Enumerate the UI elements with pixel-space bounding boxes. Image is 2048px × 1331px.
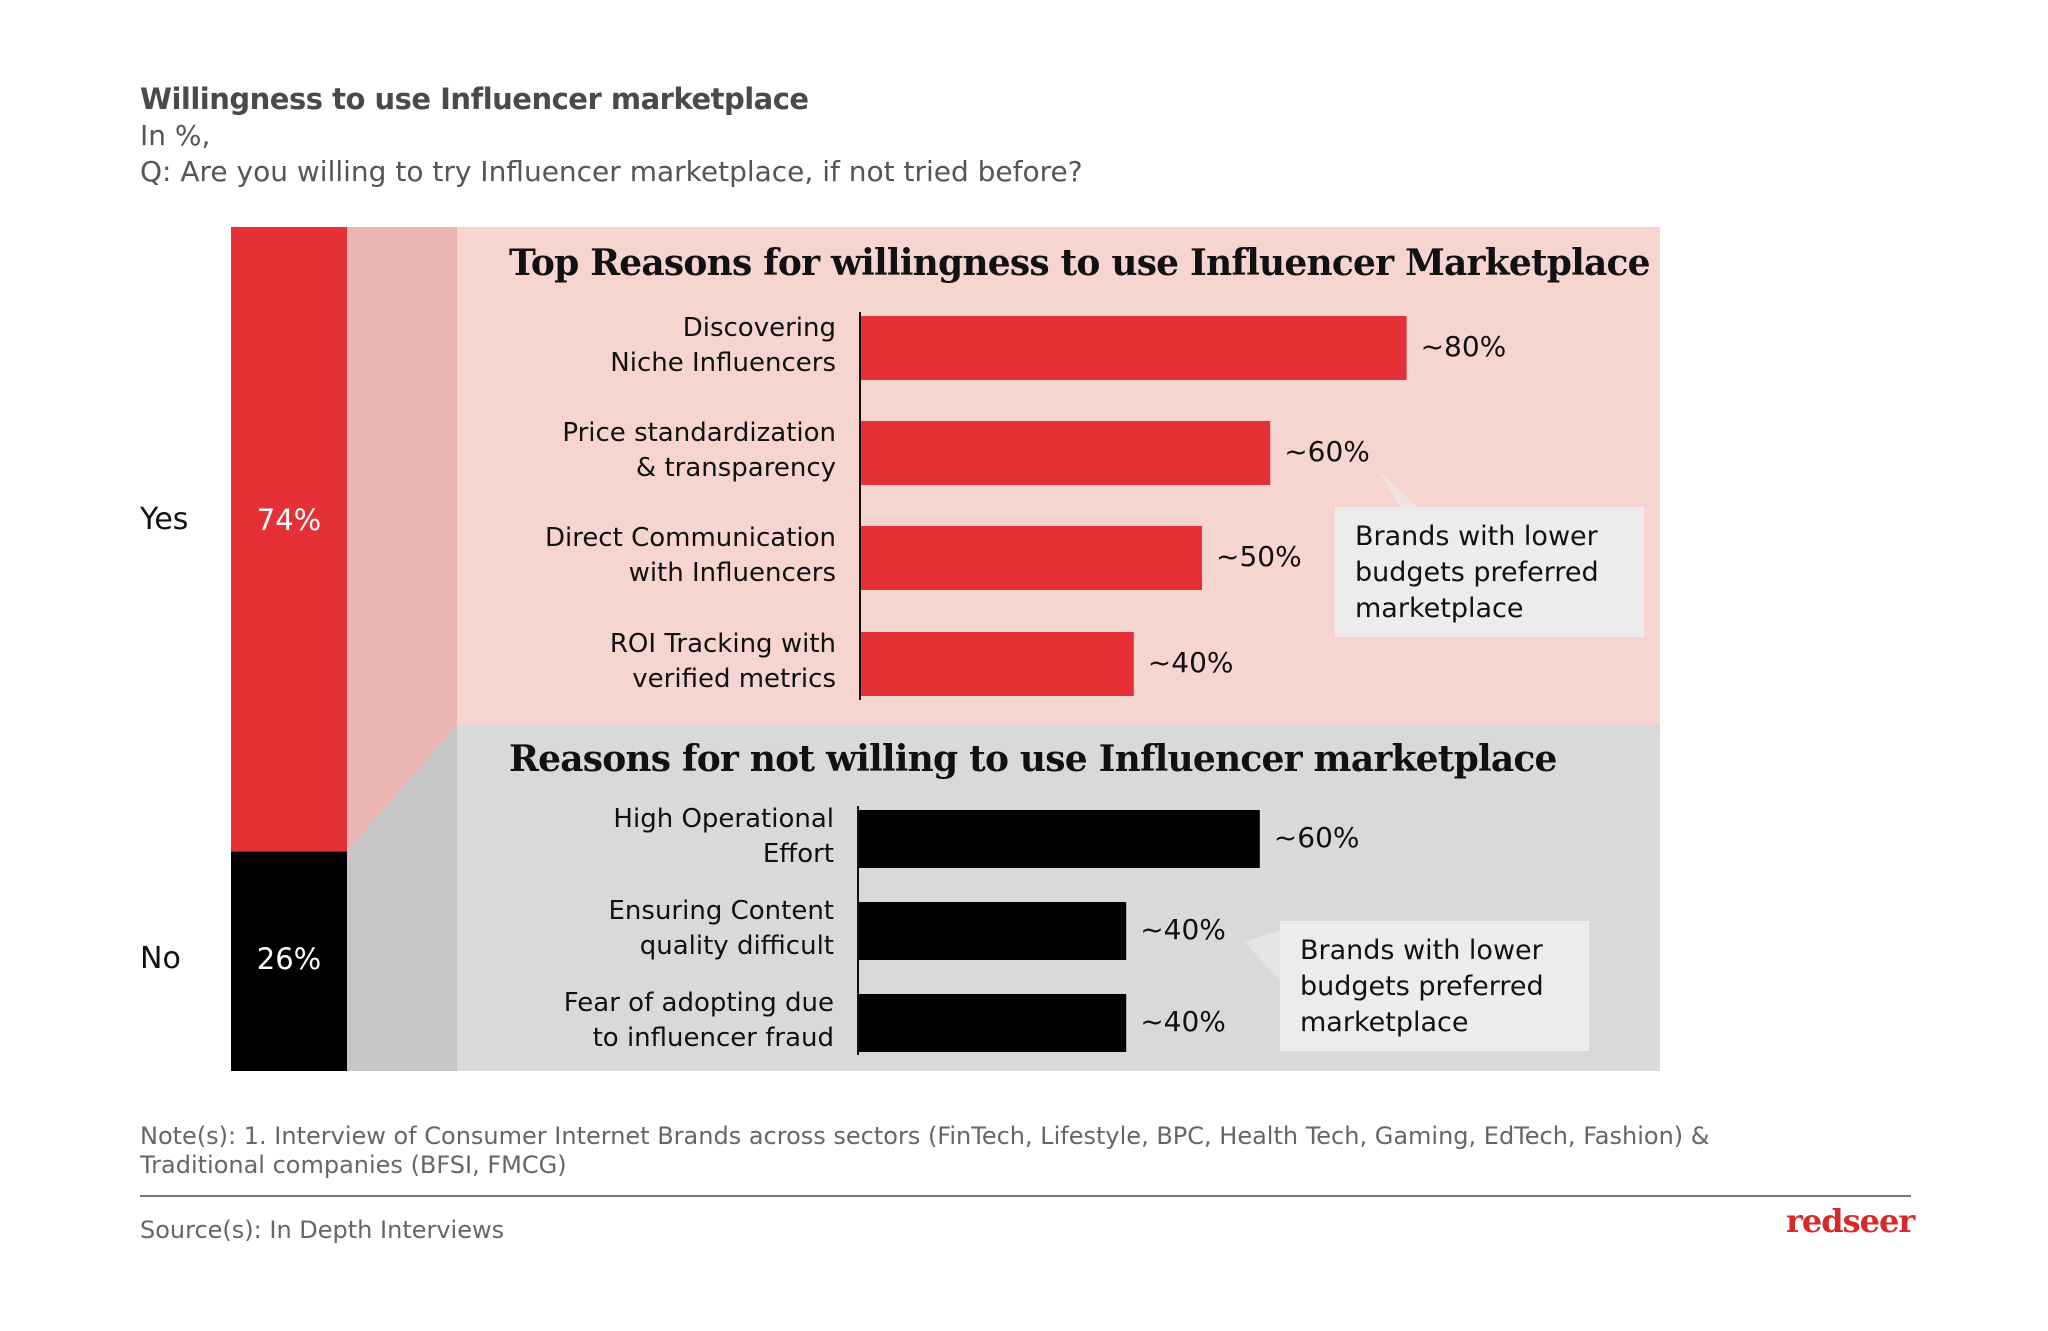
willing-reason-bar [861,526,1202,590]
not-willing-reason-category-label: Ensuring Content quality difficult [608,896,835,961]
willing-reason-category-label: ROI Tracking with verified metrics [609,629,836,694]
not-willing-reason-bar [859,994,1127,1052]
not-willing-reason-value-label: ~40% [1140,913,1226,946]
not-willing-reason-value-label: ~60% [1273,821,1360,854]
not-willing-reason-value-label: ~40% [1140,1005,1226,1038]
no-value-label: 26% [256,942,322,976]
connector-pink [347,227,457,851]
top-panel-heading: Top Reasons for willingness to use Influ… [509,242,1651,284]
willing-reason-category-label: Price standardization & transparency [562,418,836,483]
connector-gray [347,725,457,1071]
willing-reason-bar [861,421,1271,485]
bottom-panel-heading: Reasons for not willing to use Influence… [509,738,1557,780]
willing-reason-bar [861,632,1134,696]
not-willing-reason-category-label: High Operational Effort [613,804,834,869]
redseer-logo: redseer [1786,1202,1915,1240]
note-line-2: Traditional companies (BFSI, FMCG) [140,1151,567,1179]
chart-unit: In %, [140,119,211,152]
callout-pointer-bottom [1244,930,1280,980]
callout-pointer-top [1378,470,1418,507]
source-text: Source(s): In Depth Interviews [140,1216,505,1244]
not-willing-reason-bar [859,902,1127,960]
willing-reason-bar [861,316,1407,380]
callout-top: Brands with lower budgets preferred mark… [1335,507,1644,637]
not-willing-reason-category-label: Fear of adopting due to influencer fraud [563,988,834,1053]
chart-title: Willingness to use Influencer marketplac… [140,82,809,116]
footer-divider [140,1195,1911,1197]
callout-bottom: Brands with lower budgets preferred mark… [1280,921,1589,1051]
willing-reason-value-label: ~50% [1216,540,1302,573]
yes-label: Yes [140,502,189,537]
willing-reason-value-label: ~40% [1147,646,1234,679]
yes-value-label: 74% [256,503,322,537]
no-label: No [140,941,181,976]
stacked-bar-no [231,851,347,1071]
stacked-bar-yes [231,227,347,852]
chart-question: Q: Are you willing to try Influencer mar… [140,155,1083,188]
note-line-1: Note(s): 1. Interview of Consumer Intern… [140,1122,1710,1150]
willing-reason-category-label: Discovering Niche Influencers [610,313,836,378]
not-willing-reason-bar [859,810,1260,868]
willing-reason-value-label: ~80% [1420,330,1507,363]
willing-reason-category-label: Direct Communication with Influencers [544,523,836,588]
willing-reason-value-label: ~60% [1284,435,1370,468]
